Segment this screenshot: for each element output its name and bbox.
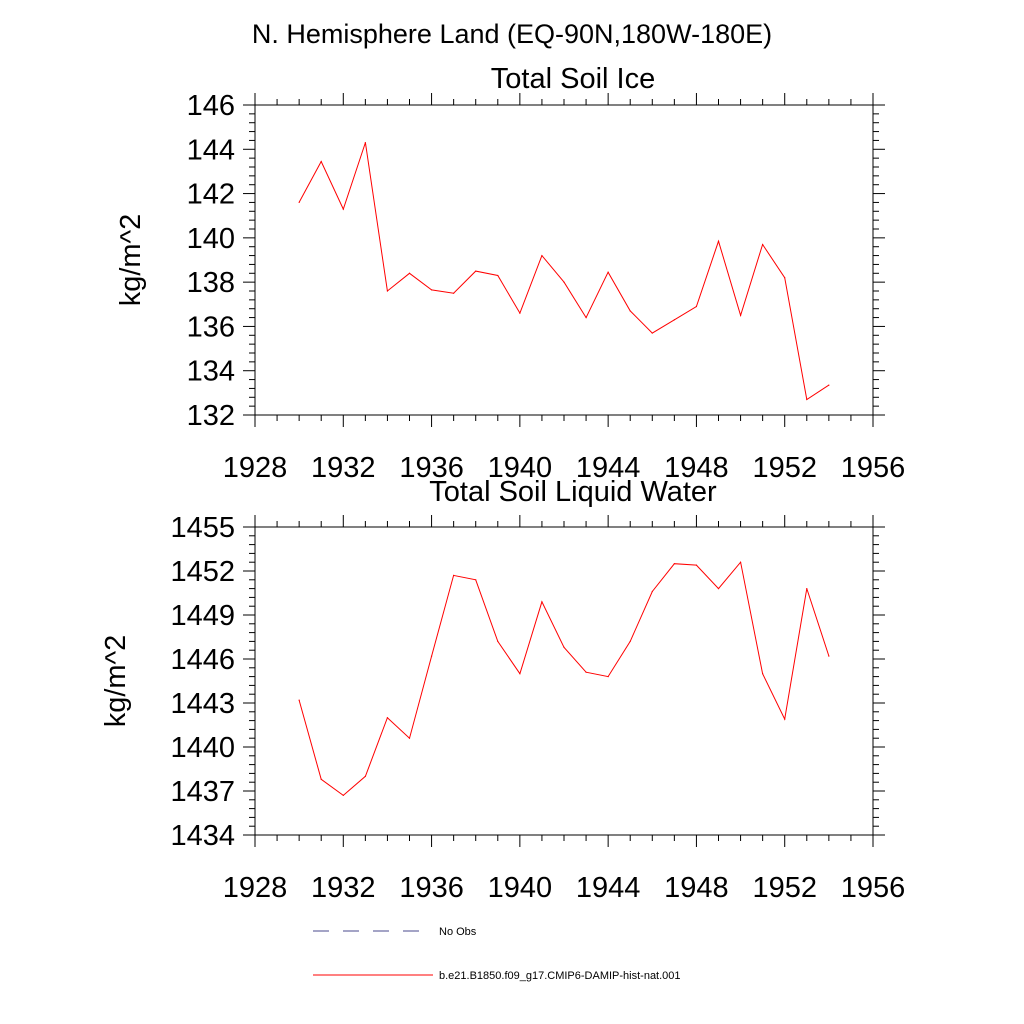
plot-frame [254,104,874,416]
data-point [651,332,653,334]
y-tick-label: 140 [187,223,235,255]
data-point [784,277,786,279]
y-tick-label: 1449 [170,600,235,632]
data-point [364,775,366,777]
y-tick-label: 146 [187,90,235,122]
data-point [739,314,742,316]
data-point [762,243,764,246]
panel-total-soil-ice: Total Soil Ice 1928 1932 1936 1940 1944 1948 19… [115,63,905,484]
x-tick-label: 1928 [223,872,288,904]
data-point [695,305,698,308]
x-tick-label: 1956 [841,872,906,904]
data-point [298,699,300,701]
x-tick-label: 1936 [399,872,464,904]
data-point [585,316,587,319]
y-tick-label: 132 [187,400,235,432]
data-point [298,201,300,204]
data-point [629,640,631,643]
x-tick-label: 1936 [399,452,464,484]
series-line [298,561,830,797]
data-point [739,561,742,563]
data-point [342,208,344,210]
data-point [784,718,786,720]
data-point [673,563,675,565]
y-axis-label: kg/m^2 [100,635,132,728]
x-tick-label: 1940 [488,872,553,904]
y-tick-label: 1455 [170,512,235,544]
data-point [651,590,653,593]
data-point [453,292,455,294]
y-tick-label: 136 [187,311,235,343]
x-tick-label: 1944 [576,452,641,484]
data-point [408,737,411,739]
data-point [497,640,499,643]
data-point [408,272,411,274]
data-point [762,673,764,675]
data-point [607,271,609,273]
y-tick-label: 1452 [170,556,235,588]
data-point [541,601,543,603]
data-point [806,588,808,590]
data-point [497,274,499,277]
data-point [320,778,322,780]
y-tick-label: 1434 [170,820,235,852]
data-point [563,646,565,648]
data-point [717,240,720,242]
data-point [430,289,433,291]
data-point [828,655,830,657]
x-tick-label: 1956 [841,452,906,484]
data-point [828,384,830,386]
plot-frame [254,526,874,836]
data-point [695,564,698,566]
data-point [386,290,389,292]
y-tick-label: 1437 [170,776,235,808]
legend: No Obs b.e21.B1850.f09_g17.CMIP6-DAMIP-hi… [313,926,681,982]
x-tick-label: 1932 [311,452,376,484]
data-point [453,574,455,577]
y-tick-label: 144 [187,134,235,166]
panel-title: Total Soil Liquid Water [429,476,717,508]
x-tick-label: 1928 [223,452,288,484]
y-tick-label: 1440 [170,732,235,764]
data-point [342,794,344,797]
panel-title: Total Soil Ice [491,63,655,95]
legend-label: b.e21.B1850.f09_g17.CMIP6-DAMIP-hist-nat… [439,970,681,982]
data-point [364,142,366,144]
x-tick-label: 1948 [664,872,729,904]
data-point [475,579,477,581]
data-point [430,655,433,657]
panel-total-soil-liquid-water: Total Soil Liquid Water 1928 1932 1936 1940 1… [100,476,905,904]
data-point [563,281,565,283]
data-point [386,717,389,719]
data-point [717,588,720,590]
x-tick-label: 1952 [752,452,817,484]
x-tick-label: 1944 [576,872,641,904]
x-tick-label: 1948 [664,452,729,484]
x-tick-label: 1940 [488,452,553,484]
data-point [320,160,322,163]
x-tick-label: 1932 [311,872,376,904]
data-point [519,673,521,675]
y-axis-label: kg/m^2 [115,214,147,307]
y-tick-label: 134 [187,356,235,388]
data-point [475,270,477,272]
x-tick-label: 1952 [752,872,817,904]
legend-label: No Obs [439,926,477,938]
data-point [629,310,631,312]
y-tick-label: 138 [187,267,235,299]
series-line [298,142,830,401]
data-point [519,312,521,314]
data-point [607,676,609,678]
y-tick-label: 142 [187,179,235,211]
data-point [806,398,808,401]
data-point [585,671,587,673]
data-point [673,319,675,321]
data-point [541,254,543,257]
y-tick-label: 1446 [170,644,235,676]
y-tick-label: 1443 [170,688,235,720]
figure-title: N. Hemisphere Land (EQ-90N,180W-180E) [252,19,772,49]
